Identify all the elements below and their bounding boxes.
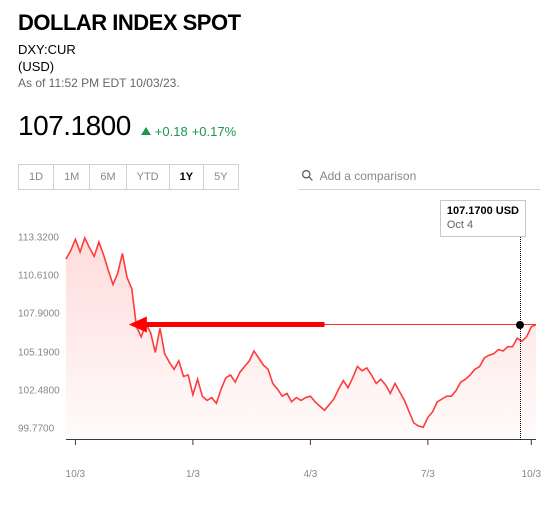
ticker-symbol: DXY:CUR <box>18 42 540 57</box>
chart-area-fill <box>66 238 536 440</box>
chart-cursor-dot <box>516 321 524 329</box>
tooltip-date: Oct 4 <box>447 218 519 232</box>
range-tab-6m[interactable]: 6M <box>90 165 126 189</box>
x-axis-label: 4/3 <box>303 469 317 480</box>
range-tab-5y[interactable]: 5Y <box>204 165 237 189</box>
up-triangle-icon <box>141 127 151 135</box>
y-axis-label: 99.7700 <box>18 424 54 435</box>
price-chart[interactable]: 107.1700 USD Oct 4 113.3200 110.6100 107.9… <box>18 200 540 480</box>
change-percent: +0.17% <box>192 124 236 139</box>
y-axis-label: 110.6100 <box>18 270 59 281</box>
last-price: 107.1800 <box>18 110 131 142</box>
add-comparison-placeholder: Add a comparison <box>320 169 417 183</box>
price-change: +0.18 +0.17% <box>141 124 236 139</box>
range-tabs: 1D1M6MYTD1Y5Y <box>18 164 239 190</box>
range-tab-ytd[interactable]: YTD <box>127 165 170 189</box>
change-absolute: +0.18 <box>155 124 188 139</box>
y-axis-label: 105.1900 <box>18 347 60 358</box>
chart-cursor-line <box>520 228 521 440</box>
controls-row: 1D1M6MYTD1Y5Y Add a comparison <box>18 164 540 190</box>
x-axis-line <box>66 439 536 440</box>
range-tab-1d[interactable]: 1D <box>19 165 54 189</box>
range-tab-1m[interactable]: 1M <box>54 165 90 189</box>
x-axis-label: 10/3 <box>522 469 541 480</box>
x-axis-label: 10/3 <box>66 469 85 480</box>
y-axis-label: 113.3200 <box>18 232 59 243</box>
add-comparison-input[interactable]: Add a comparison <box>299 165 540 190</box>
price-row: 107.1800 +0.18 +0.17% <box>18 110 540 142</box>
range-tab-1y[interactable]: 1Y <box>170 165 204 189</box>
search-icon <box>301 169 314 182</box>
chart-tooltip: 107.1700 USD Oct 4 <box>440 200 526 237</box>
tooltip-value: 107.1700 USD <box>447 204 519 218</box>
as-of-label: As of 11:52 PM EDT 10/03/23. <box>18 76 540 90</box>
y-axis-label: 102.4800 <box>18 385 60 396</box>
page-title: DOLLAR INDEX SPOT <box>18 10 540 36</box>
x-axis-label: 7/3 <box>421 469 435 480</box>
x-axis-label: 1/3 <box>186 469 200 480</box>
currency-label: (USD) <box>18 59 540 74</box>
y-axis-label: 107.9000 <box>18 309 60 320</box>
plot-region <box>66 228 536 440</box>
